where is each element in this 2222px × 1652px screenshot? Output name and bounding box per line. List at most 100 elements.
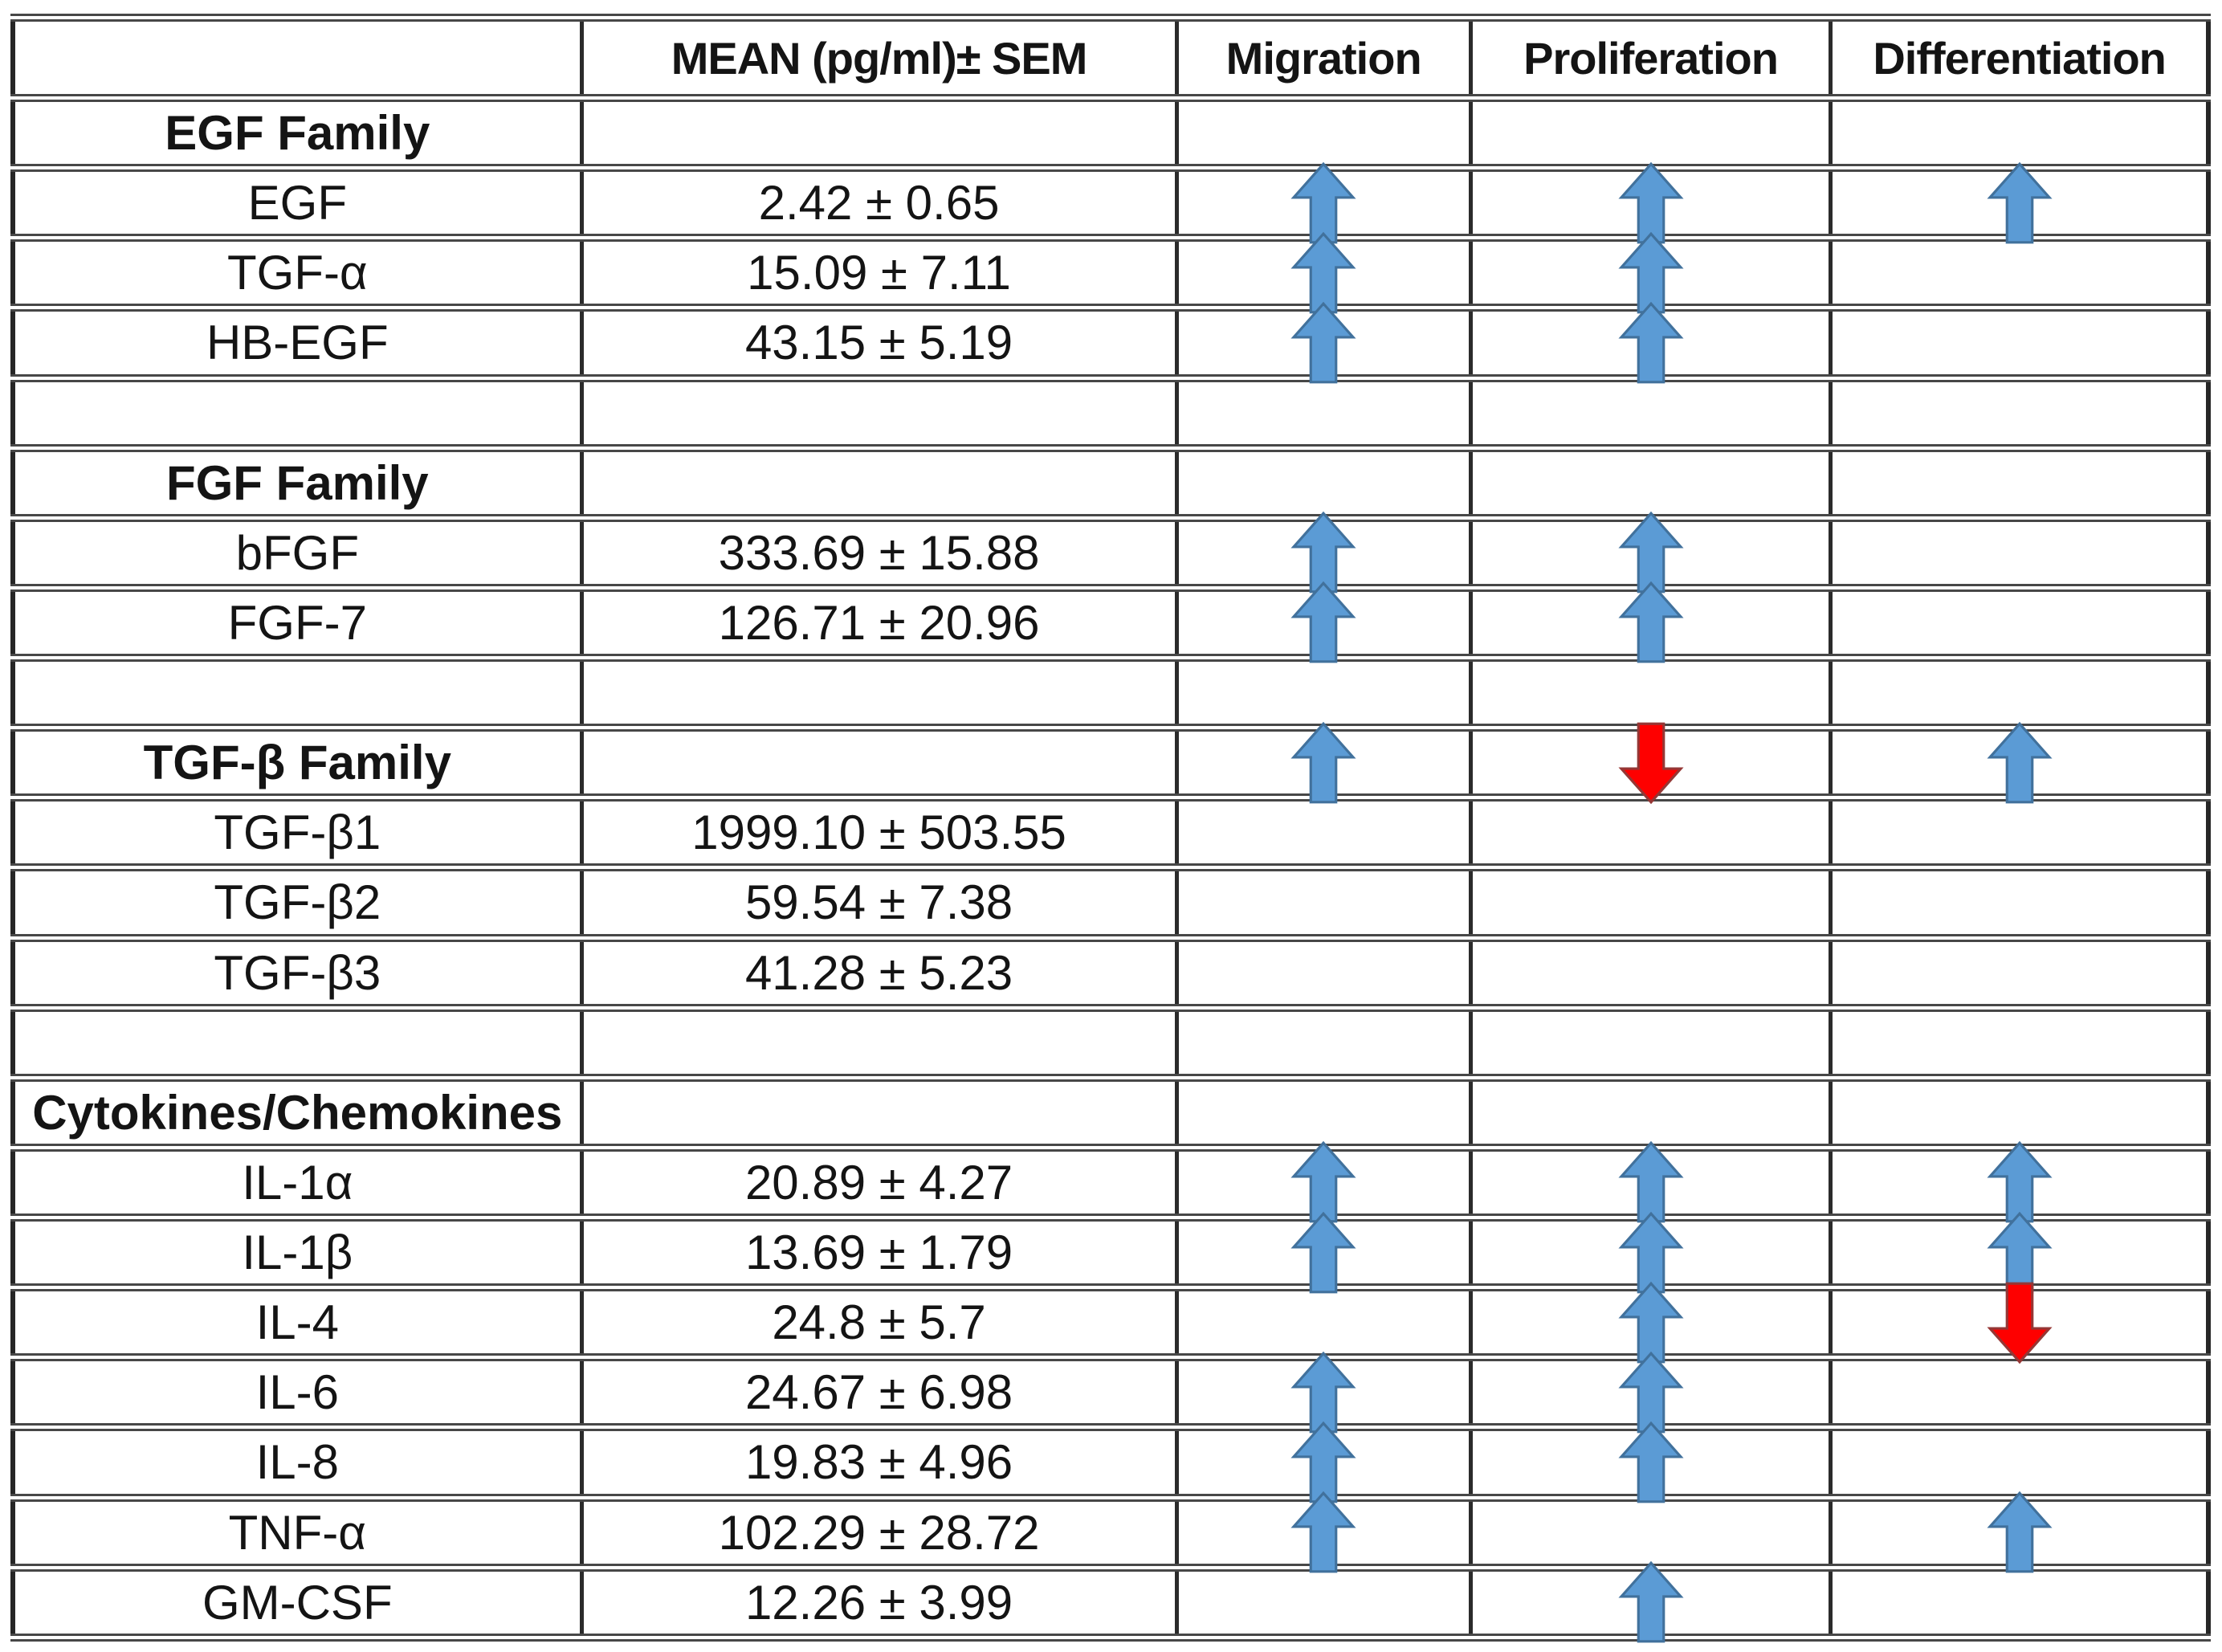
differentiation-cell (1829, 933, 2211, 1012)
differentiation-cell (1829, 1073, 2211, 1152)
migration-cell (1174, 443, 1473, 522)
migration-cell (1174, 1211, 1473, 1293)
table-row: IL-8 19.83 ± 4.96 (10, 1421, 2211, 1503)
proliferation-cell (1468, 373, 1833, 452)
table-row (10, 653, 2211, 732)
migration-cell (1174, 653, 1473, 732)
differentiation-cell (1829, 161, 2211, 244)
table-row: IL-4 24.8 ± 5.7 (10, 1281, 2211, 1364)
column-header-proliferation: Proliferation (1468, 14, 1833, 102)
row-mean-sem: 43.15 ± 5.19 (579, 304, 1179, 382)
row-label: TGF-β3 (10, 933, 584, 1012)
row-label: IL-8 (10, 1423, 584, 1502)
proliferation-cell (1468, 1493, 1833, 1572)
table-row: IL-6 24.67 ± 6.98 (10, 1351, 2211, 1434)
differentiation-cell (1829, 863, 2211, 942)
proliferation-cell (1468, 1351, 1833, 1434)
row-mean-sem (579, 93, 1179, 173)
proliferation-cell (1468, 161, 1833, 244)
migration-cell (1174, 1073, 1473, 1152)
migration-cell (1174, 93, 1473, 173)
proliferation-cell (1468, 933, 1833, 1012)
differentiation-cell (1829, 373, 2211, 452)
migration-cell (1174, 512, 1473, 593)
row-mean-sem: 2.42 ± 0.65 (579, 164, 1179, 243)
differentiation-cell (1829, 653, 2211, 732)
row-mean-sem (579, 724, 1179, 802)
differentiation-cell (1829, 304, 2211, 382)
table-row: TGF-β Family (10, 721, 2211, 804)
migration-cell (1174, 581, 1473, 663)
migration-cell (1174, 1421, 1473, 1503)
row-label: GM-CSF (10, 1563, 584, 1642)
table-row: Cytokines/Chemokines (10, 1073, 2211, 1152)
differentiation-cell (1829, 721, 2211, 804)
row-label (10, 373, 584, 452)
row-mean-sem: 59.54 ± 7.38 (579, 863, 1179, 942)
row-mean-sem: 24.8 ± 5.7 (579, 1283, 1179, 1362)
proliferation-cell (1468, 1211, 1833, 1293)
row-mean-sem: 126.71 ± 20.96 (579, 583, 1179, 663)
differentiation-cell (1829, 793, 2211, 872)
migration-cell (1174, 1563, 1473, 1642)
row-label: TGF-β2 (10, 863, 584, 942)
differentiation-cell (1829, 1282, 2211, 1364)
row-label: IL-1β (10, 1213, 584, 1292)
table-row: bFGF 333.69 ± 15.88 (10, 512, 2211, 593)
row-mean-sem: 20.89 ± 4.27 (579, 1143, 1179, 1222)
row-label: FGF-7 (10, 583, 584, 663)
column-header-migration: Migration (1174, 14, 1473, 102)
proliferation-cell (1468, 512, 1833, 593)
proliferation-cell (1468, 722, 1833, 804)
differentiation-cell (1829, 1491, 2211, 1573)
differentiation-cell (1829, 443, 2211, 522)
row-mean-sem (579, 1073, 1179, 1152)
migration-cell (1174, 793, 1473, 872)
row-label: bFGF (10, 513, 584, 592)
table-row (10, 1003, 2211, 1082)
table-row: TGF-β3 41.28 ± 5.23 (10, 933, 2211, 1012)
table-row: TGF-α 15.09 ± 7.11 (10, 231, 2211, 314)
differentiation-cell (1829, 234, 2211, 312)
row-label: TGF-β1 (10, 793, 584, 872)
column-header-mean-sem: MEAN (pg/ml)± SEM (579, 14, 1179, 102)
differentiation-cell (1829, 1423, 2211, 1502)
migration-cell (1174, 1283, 1473, 1362)
differentiation-cell (1829, 1563, 2211, 1642)
row-label: FGF Family (10, 443, 584, 522)
table-header: MEAN (pg/ml)± SEM Migration Proliferatio… (10, 14, 2211, 102)
proliferation-cell (1468, 1073, 1833, 1152)
row-label: Cytokines/Chemokines (10, 1073, 584, 1152)
row-mean-sem: 333.69 ± 15.88 (579, 513, 1179, 592)
proliferation-cell (1468, 653, 1833, 732)
row-label: IL-6 (10, 1353, 584, 1432)
table-row: EGF 2.42 ± 0.65 (10, 161, 2211, 244)
migration-cell (1174, 161, 1473, 244)
row-label: TGF-β Family (10, 724, 584, 802)
differentiation-cell (1829, 1003, 2211, 1082)
table-row: TGF-β2 59.54 ± 7.38 (10, 863, 2211, 942)
row-mean-sem (579, 653, 1179, 732)
proliferation-cell (1468, 1421, 1833, 1503)
row-label: EGF Family (10, 93, 584, 173)
differentiation-cell (1829, 1141, 2211, 1223)
column-header-differentiation: Differentiation (1829, 14, 2211, 102)
row-mean-sem: 12.26 ± 3.99 (579, 1563, 1179, 1642)
proliferation-cell (1468, 1141, 1833, 1223)
differentiation-cell (1829, 583, 2211, 663)
proliferation-cell (1468, 581, 1833, 663)
proliferation-cell (1468, 1281, 1833, 1364)
table-row: TNF-α 102.29 ± 28.72 (10, 1491, 2211, 1573)
differentiation-cell (1829, 1353, 2211, 1432)
row-label (10, 1003, 584, 1082)
migration-cell (1174, 373, 1473, 452)
table-row: FGF-7 126.71 ± 20.96 (10, 581, 2211, 663)
migration-cell (1174, 933, 1473, 1012)
differentiation-cell (1829, 1211, 2211, 1293)
table-row: GM-CSF 12.26 ± 3.99 (10, 1561, 2211, 1643)
table-row: EGF Family (10, 93, 2211, 173)
row-mean-sem: 41.28 ± 5.23 (579, 933, 1179, 1012)
row-mean-sem: 15.09 ± 7.11 (579, 234, 1179, 312)
migration-cell (1174, 1351, 1473, 1434)
row-mean-sem: 102.29 ± 28.72 (579, 1493, 1179, 1572)
